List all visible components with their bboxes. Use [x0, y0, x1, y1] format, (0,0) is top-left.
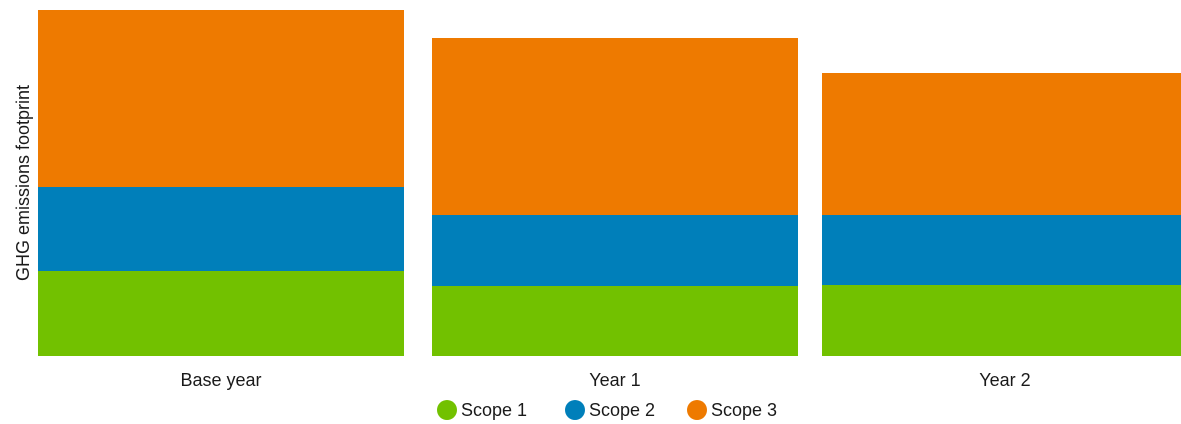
bar-base-year-scope-3 [38, 10, 404, 187]
legend-swatch-scope-1 [437, 400, 457, 420]
legend-swatch-scope-3 [687, 400, 707, 420]
x-tick-label-year-1: Year 1 [589, 370, 640, 390]
legend-item-scope-2: Scope 2 [565, 400, 655, 420]
legend-label-scope-3: Scope 3 [711, 400, 777, 420]
bar-year-1-scope-1 [432, 286, 798, 356]
bar-year-2-scope-3 [822, 73, 1181, 215]
bar-year-1-scope-3 [432, 38, 798, 215]
legend-label-scope-1: Scope 1 [461, 400, 527, 420]
x-tick-label-year-2: Year 2 [979, 370, 1030, 390]
bar-year-2-scope-1 [822, 285, 1181, 356]
bar-base-year-scope-2 [38, 187, 404, 271]
bars-group [38, 10, 1181, 356]
x-tick-labels: Base year Year 1 Year 2 [180, 370, 1030, 390]
x-tick-label-base-year: Base year [180, 370, 261, 390]
bar-year-2-scope-2 [822, 215, 1181, 285]
legend-item-scope-3: Scope 3 [687, 400, 777, 420]
bar-base-year-scope-1 [38, 271, 404, 356]
legend: Scope 1 Scope 2 Scope 3 [437, 400, 777, 420]
bar-year-1-scope-2 [432, 215, 798, 286]
legend-label-scope-2: Scope 2 [589, 400, 655, 420]
legend-item-scope-1: Scope 1 [437, 400, 527, 420]
y-axis-label: GHG emissions footprint [13, 85, 33, 281]
legend-swatch-scope-2 [565, 400, 585, 420]
